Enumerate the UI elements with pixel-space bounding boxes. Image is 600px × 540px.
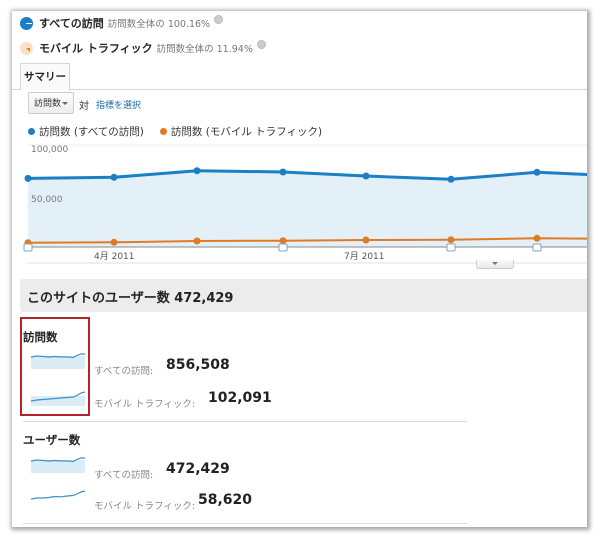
users-banner: このサイトのユーザー数 472,429 (20, 279, 587, 312)
legend-label: 訪問数 (すべての訪問) (39, 126, 144, 138)
sparkline-mobile-users (31, 490, 85, 500)
versus-label: 対 (79, 101, 89, 112)
tab-summary[interactable]: サマリー (20, 63, 70, 91)
segment-percentage: 訪問数全体の 11.94% (156, 44, 253, 55)
metric-value: 472,429 (166, 461, 230, 477)
segment-name: モバイル トラフィック (39, 42, 153, 55)
metric-label: モバイル トラフィック: (94, 399, 196, 410)
remove-segment-icon[interactable] (214, 14, 224, 24)
sparkline-all-users (31, 457, 85, 473)
select-metric-link[interactable]: 指標を選択 (96, 101, 142, 111)
tab-bar: サマリー (12, 63, 587, 91)
section-title-visits: 訪問数 (23, 330, 58, 344)
metric-value: 58,620 (198, 492, 253, 508)
segment-bullet-orange-icon (20, 41, 33, 55)
metric-label: すべての訪問: (94, 470, 154, 481)
segment-row-all-visits[interactable]: すべての訪問 訪問数全体の 100.16% (20, 13, 224, 33)
users-banner-text: このサイトのユーザー数 472,429 (27, 291, 234, 306)
legend-dot-orange-icon (159, 128, 167, 135)
y-tick-label: 100,000 (31, 145, 69, 155)
legend-dot-blue-icon (28, 128, 35, 135)
sparkline-mobile-visits (31, 391, 85, 406)
segment-bullet-blue-icon (20, 16, 33, 30)
chart-legend: 訪問数 (すべての訪問) 訪問数 (モバイル トラフィック) (28, 124, 322, 139)
chevron-down-icon (62, 102, 68, 105)
line-chart[interactable]: 100,000 50,000 4月 2011 7月 2011 (12, 139, 587, 269)
segment-percentage: 訪問数全体の 100.16% (107, 19, 211, 30)
metric-value: 856,508 (166, 357, 230, 373)
segment-row-mobile-traffic[interactable]: モバイル トラフィック 訪問数全体の 11.94% (20, 38, 266, 58)
legend-item-mobile-traffic: 訪問数 (モバイル トラフィック) (159, 124, 323, 139)
metric-value: 102,091 (208, 390, 272, 406)
expand-chart-button[interactable] (476, 260, 514, 269)
metric-label: モバイル トラフィック: (94, 501, 196, 512)
chart-plot[interactable] (12, 139, 587, 269)
highlight-annotation-box (20, 317, 90, 416)
metric-label: すべての訪問: (94, 366, 154, 377)
legend-item-all-visits: 訪問数 (すべての訪問) (28, 124, 144, 139)
x-tick-label: 4月 2011 (94, 252, 135, 262)
segment-name: すべての訪問 (39, 17, 104, 30)
metric-dropdown[interactable]: 訪問数 (28, 92, 74, 114)
section-divider (23, 523, 467, 524)
section-divider (23, 421, 467, 422)
y-tick-label: 50,000 (31, 195, 63, 205)
analytics-panel: すべての訪問 訪問数全体の 100.16% モバイル トラフィック 訪問数全体の… (12, 11, 587, 527)
remove-segment-icon[interactable] (256, 39, 266, 49)
x-tick-label: 7月 2011 (344, 252, 385, 262)
section-title-users: ユーザー数 (23, 433, 81, 447)
metric-dropdown-value: 訪問数 (34, 99, 62, 109)
legend-label: 訪問数 (モバイル トラフィック) (170, 126, 323, 138)
sparkline-all-visits (31, 353, 85, 369)
